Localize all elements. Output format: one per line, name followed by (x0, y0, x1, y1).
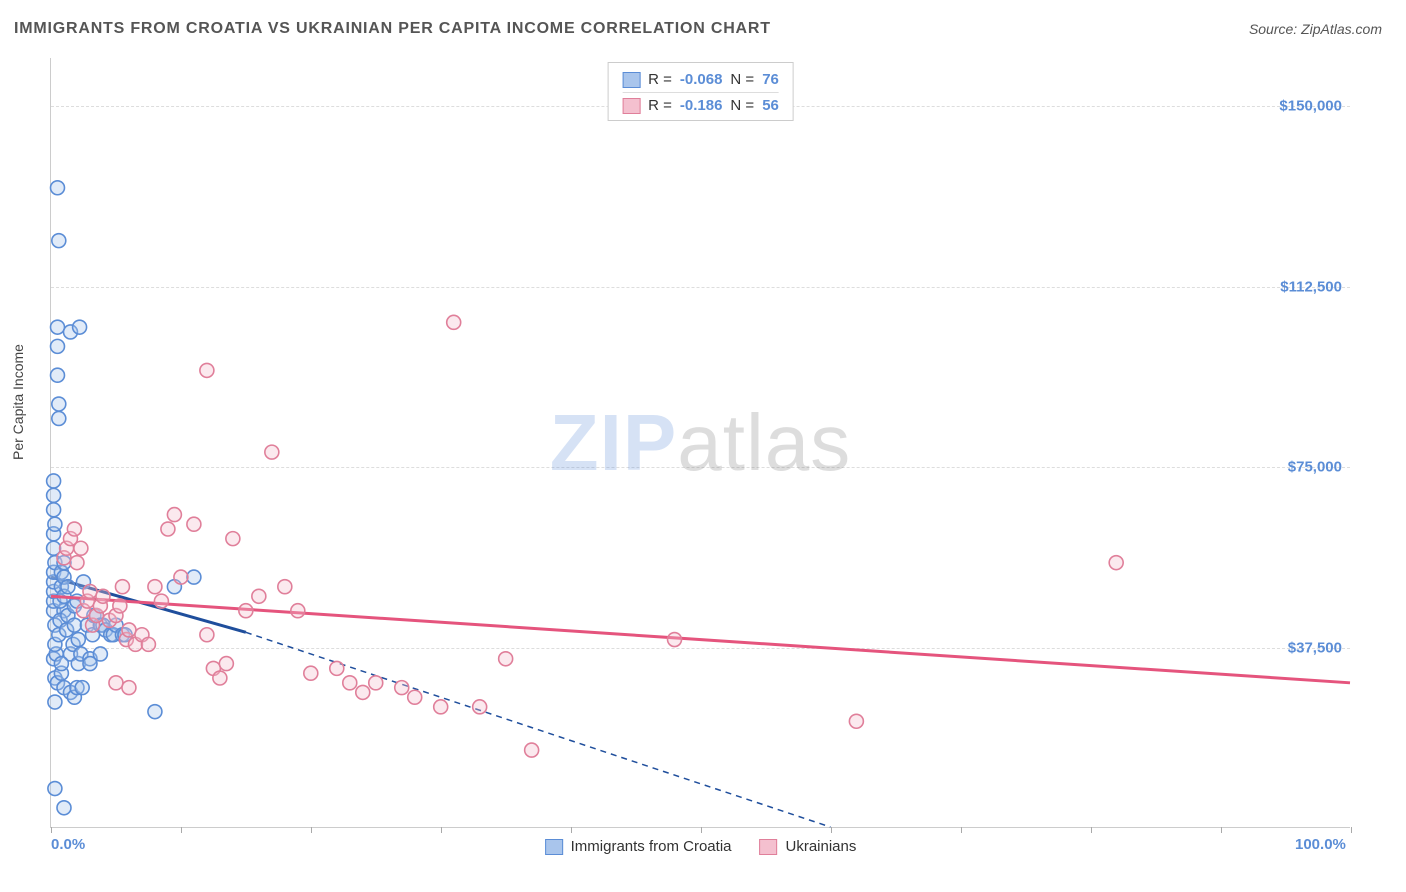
point-ukrainians (122, 623, 136, 637)
point-ukrainians (356, 685, 370, 699)
point-croatia (47, 503, 61, 517)
point-ukrainians (219, 657, 233, 671)
point-croatia (93, 647, 107, 661)
point-croatia (52, 234, 66, 248)
swatch-croatia (545, 839, 563, 855)
point-ukrainians (265, 445, 279, 459)
point-ukrainians (434, 700, 448, 714)
xtick (831, 827, 832, 833)
xtick (961, 827, 962, 833)
xtick (571, 827, 572, 833)
point-croatia (47, 474, 61, 488)
point-ukrainians (226, 532, 240, 546)
point-ukrainians (499, 652, 513, 666)
correlation-stats-box: R = -0.068 N = 76 R = -0.186 N = 56 (607, 62, 794, 121)
point-ukrainians (174, 570, 188, 584)
point-croatia (61, 580, 75, 594)
chart-title: IMMIGRANTS FROM CROATIA VS UKRAINIAN PER… (14, 20, 771, 38)
xtick (181, 827, 182, 833)
point-croatia (67, 618, 81, 632)
point-croatia (51, 320, 65, 334)
swatch-ukrainians (622, 98, 640, 114)
point-croatia (48, 782, 62, 796)
point-croatia (73, 320, 87, 334)
point-croatia (148, 705, 162, 719)
point-ukrainians (213, 671, 227, 685)
point-ukrainians (239, 604, 253, 618)
point-croatia (51, 181, 65, 195)
xtick-label: 0.0% (51, 836, 85, 853)
point-croatia (187, 570, 201, 584)
point-ukrainians (148, 580, 162, 594)
point-croatia (57, 801, 71, 815)
point-ukrainians (369, 676, 383, 690)
legend: Immigrants from Croatia Ukrainians (545, 838, 857, 855)
point-croatia (48, 695, 62, 709)
point-ukrainians (668, 633, 682, 647)
point-ukrainians (167, 508, 181, 522)
point-croatia (51, 368, 65, 382)
point-ukrainians (473, 700, 487, 714)
point-croatia (52, 397, 66, 411)
point-ukrainians (161, 522, 175, 536)
point-ukrainians (849, 714, 863, 728)
point-croatia (71, 633, 85, 647)
point-ukrainians (525, 743, 539, 757)
swatch-ukrainians (760, 839, 778, 855)
point-croatia (48, 517, 62, 531)
xtick-label: 100.0% (1295, 836, 1346, 853)
point-ukrainians (96, 589, 110, 603)
point-ukrainians (200, 628, 214, 642)
point-ukrainians (187, 517, 201, 531)
y-axis-label: Per Capita Income (10, 344, 26, 460)
point-ukrainians (343, 676, 357, 690)
xtick (1091, 827, 1092, 833)
point-ukrainians (74, 541, 88, 555)
swatch-croatia (622, 72, 640, 88)
point-croatia (47, 488, 61, 502)
point-ukrainians (154, 594, 168, 608)
point-ukrainians (408, 690, 422, 704)
point-ukrainians (330, 661, 344, 675)
point-croatia (51, 339, 65, 353)
point-ukrainians (122, 681, 136, 695)
xtick (441, 827, 442, 833)
chart-plot-area: ZIPatlas $37,500$75,000$112,500$150,000 … (50, 58, 1350, 828)
scatter-svg (51, 58, 1350, 827)
xtick (311, 827, 312, 833)
xtick (701, 827, 702, 833)
point-ukrainians (113, 599, 127, 613)
point-ukrainians (83, 585, 97, 599)
point-ukrainians (304, 666, 318, 680)
point-croatia (52, 411, 66, 425)
stat-row-ukrainians: R = -0.186 N = 56 (622, 97, 779, 114)
point-ukrainians (141, 637, 155, 651)
point-ukrainians (395, 681, 409, 695)
source-credit: Source: ZipAtlas.com (1249, 21, 1382, 37)
xtick (51, 827, 52, 833)
point-ukrainians (70, 556, 84, 570)
point-ukrainians (291, 604, 305, 618)
point-ukrainians (252, 589, 266, 603)
stat-row-croatia: R = -0.068 N = 76 (622, 71, 779, 88)
xtick (1351, 827, 1352, 833)
point-ukrainians (67, 522, 81, 536)
point-ukrainians (278, 580, 292, 594)
xtick (1221, 827, 1222, 833)
point-ukrainians (200, 363, 214, 377)
point-ukrainians (447, 315, 461, 329)
legend-item-ukrainians: Ukrainians (760, 838, 857, 855)
point-croatia (75, 681, 89, 695)
point-ukrainians (109, 676, 123, 690)
point-ukrainians (115, 580, 129, 594)
point-croatia (54, 657, 68, 671)
legend-item-croatia: Immigrants from Croatia (545, 838, 732, 855)
point-ukrainians (1109, 556, 1123, 570)
